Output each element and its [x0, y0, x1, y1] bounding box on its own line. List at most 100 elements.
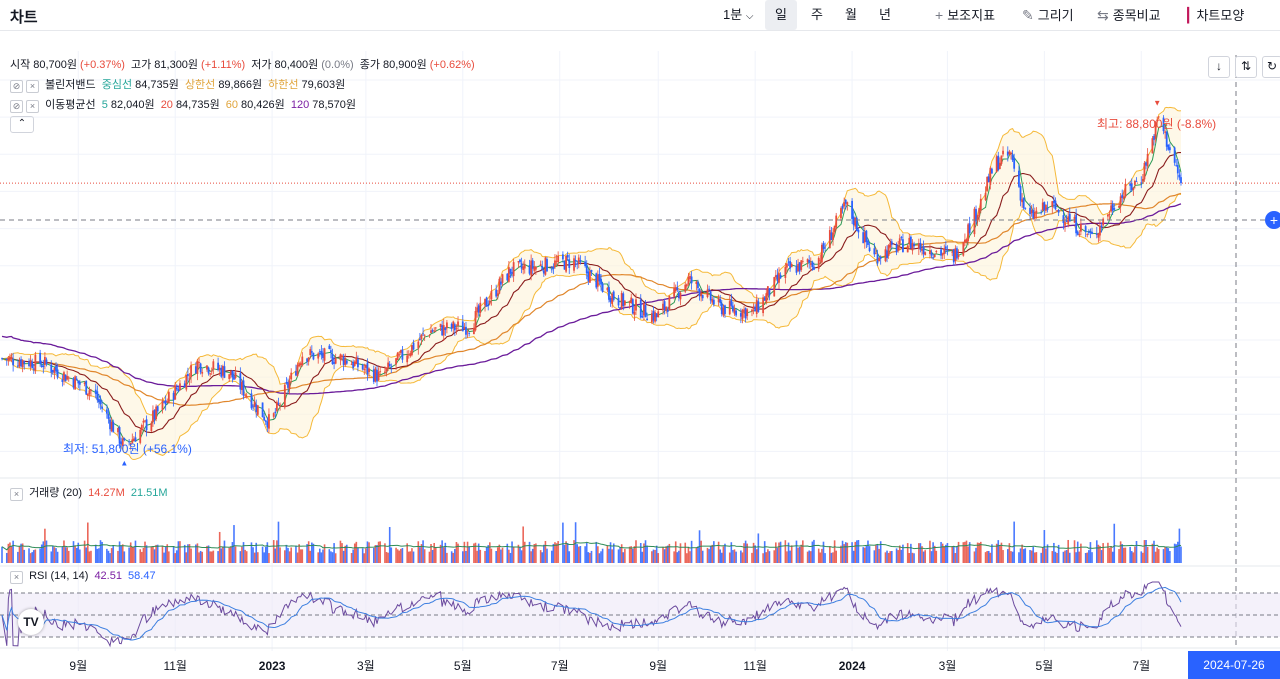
candle-body — [352, 361, 355, 368]
volume-bar — [686, 553, 688, 563]
refresh-icon[interactable]: ↻ — [1262, 56, 1280, 78]
volume-bar — [689, 551, 691, 563]
candle-body — [887, 245, 890, 256]
candle-body — [609, 297, 612, 302]
volume-bar — [740, 550, 742, 563]
volume-bar — [898, 545, 901, 563]
volume-bar — [795, 540, 798, 563]
candle-body — [1157, 116, 1160, 118]
close-icon[interactable]: × — [26, 100, 39, 113]
eye-hide-icon[interactable]: ⊘ — [10, 100, 23, 113]
tab-month[interactable]: 월 — [845, 7, 857, 22]
volume-bar — [1113, 523, 1116, 563]
stock-chart[interactable]: 9월 11월 2023 3월 5월 7월 9월 11월 2024 3월 5월 7월 ▼ ▲ — [0, 31, 1280, 679]
candle-body — [45, 359, 48, 365]
volume-bar — [1099, 545, 1101, 563]
candle-body — [968, 223, 971, 234]
tab-day[interactable]: 일 — [765, 0, 797, 30]
high-change: (+1.11%) — [201, 59, 246, 71]
volume-bar — [889, 551, 892, 563]
volume-bar — [1064, 550, 1066, 563]
collapse-legend-button[interactable]: ⌃ — [10, 116, 34, 133]
candle-body — [120, 441, 123, 445]
volume-bar — [819, 552, 822, 563]
volume-bar — [1145, 540, 1147, 563]
volume-bar — [1002, 550, 1004, 563]
candle-body — [67, 377, 70, 379]
candle-body — [334, 358, 337, 364]
volume-bar — [474, 542, 477, 563]
candle-body — [1033, 212, 1036, 219]
volume-bar — [600, 551, 602, 563]
candle-body — [465, 326, 467, 335]
volume-bar — [589, 552, 591, 563]
time-tick-label: 7월 — [1132, 659, 1150, 673]
volume-bar — [118, 541, 121, 563]
volume-bar — [763, 541, 766, 563]
volume-bar — [1008, 543, 1011, 563]
candle-body — [140, 425, 143, 430]
close-icon[interactable]: × — [10, 488, 23, 501]
candle-body — [1068, 213, 1071, 222]
bb-mid-label: 중심선 — [101, 79, 133, 91]
candle-body — [566, 254, 569, 258]
candle-body — [964, 239, 966, 243]
candle-body — [595, 273, 598, 288]
tab-year[interactable]: 년 — [879, 7, 891, 22]
volume-bar — [32, 550, 35, 563]
candle-body — [1, 358, 3, 360]
candle-body — [967, 224, 969, 242]
volume-bar — [732, 550, 734, 563]
draw-button[interactable]: ✎ 그리기 — [1022, 0, 1074, 30]
volume-bar — [454, 549, 456, 563]
volume-bar — [657, 553, 660, 563]
candle-body — [20, 359, 22, 367]
collapse-icon[interactable]: ⇅ — [1235, 56, 1257, 78]
tab-week[interactable]: 주 — [811, 7, 823, 22]
volume-bar — [654, 549, 656, 563]
candle-body — [1121, 194, 1124, 198]
volume-bar — [109, 553, 111, 563]
candle-body — [921, 248, 923, 251]
volume-bar — [751, 552, 753, 563]
volume-bar — [155, 544, 157, 563]
ma20-period: 20 — [160, 99, 173, 111]
interval-dropdown[interactable]: 1분 ⌵ — [723, 0, 753, 30]
candle-body — [541, 266, 544, 270]
volume-bar — [854, 541, 857, 563]
volume-bar — [1034, 552, 1036, 563]
candle-body — [531, 260, 534, 269]
volume-bar — [846, 542, 849, 563]
volume-bar — [452, 552, 455, 563]
chartstyle-button[interactable]: ┃ 차트모양 — [1184, 0, 1244, 30]
indicator-button[interactable]: + 보조지표 — [935, 0, 995, 30]
volume-bar — [274, 548, 277, 563]
compare-button[interactable]: ⇆ 종목비교 — [1097, 0, 1161, 30]
add-alert-icon[interactable]: + — [1265, 211, 1280, 229]
candle-body — [1167, 144, 1170, 150]
volume-bar — [195, 544, 197, 563]
candle-body — [1111, 203, 1114, 211]
eye-hide-icon[interactable]: ⊘ — [10, 80, 23, 93]
candle-body — [1002, 150, 1004, 155]
volume-bar — [377, 541, 380, 563]
candle-body — [490, 290, 493, 300]
volume-bar — [489, 542, 491, 563]
volume-bar — [373, 547, 375, 563]
candle-body — [23, 360, 26, 364]
close-icon[interactable]: × — [26, 80, 39, 93]
arrow-down-icon[interactable]: ↓ — [1208, 56, 1230, 78]
candle-body — [484, 298, 486, 306]
candle-body — [822, 243, 825, 250]
volume-bar — [875, 544, 877, 563]
close-icon[interactable]: × — [10, 571, 23, 584]
candle-body — [485, 297, 488, 307]
volume-bar — [206, 545, 208, 563]
volume-bar — [775, 542, 777, 563]
candle-body — [412, 342, 415, 350]
volume-bar — [628, 546, 631, 563]
candle-body — [719, 298, 722, 303]
volume-bar — [752, 542, 755, 563]
volume-bar — [361, 548, 364, 563]
volume-bar — [1102, 543, 1104, 563]
